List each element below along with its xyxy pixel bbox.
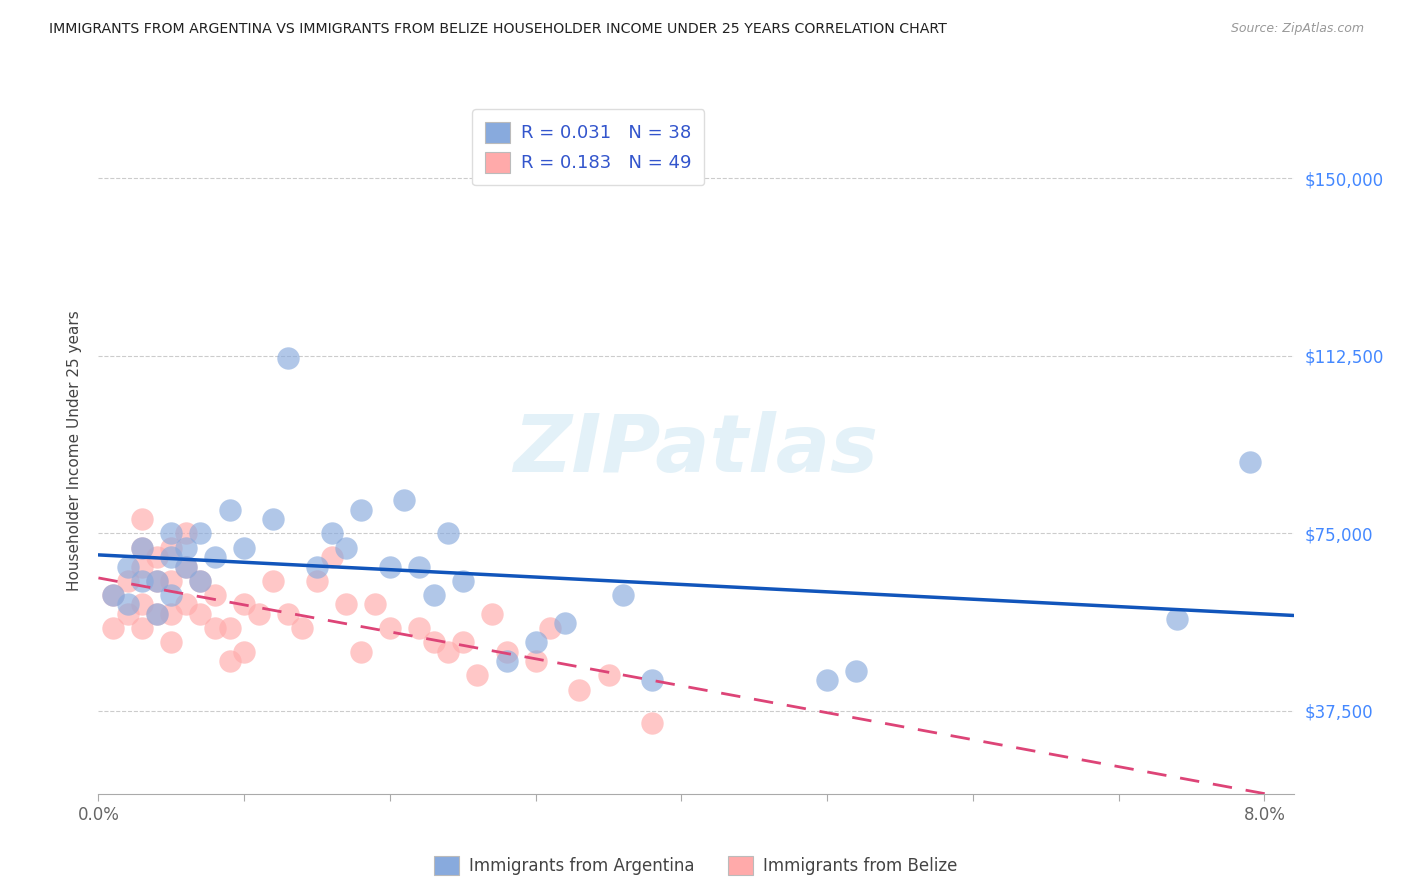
- Point: [160, 541, 183, 555]
- Point: [233, 645, 256, 659]
- Point: [815, 673, 838, 688]
- Point: [262, 574, 284, 588]
- Point: [350, 645, 373, 659]
- Point: [538, 621, 561, 635]
- Point: [568, 682, 591, 697]
- Point: [101, 588, 124, 602]
- Point: [305, 574, 328, 588]
- Point: [1166, 612, 1188, 626]
- Point: [117, 607, 139, 621]
- Point: [174, 541, 197, 555]
- Point: [321, 526, 343, 541]
- Point: [554, 616, 576, 631]
- Point: [378, 559, 401, 574]
- Point: [160, 526, 183, 541]
- Point: [524, 635, 547, 649]
- Point: [204, 549, 226, 564]
- Point: [160, 574, 183, 588]
- Point: [190, 574, 212, 588]
- Point: [218, 654, 240, 668]
- Point: [218, 502, 240, 516]
- Point: [408, 559, 430, 574]
- Point: [101, 588, 124, 602]
- Point: [437, 645, 460, 659]
- Point: [174, 526, 197, 541]
- Point: [145, 574, 167, 588]
- Point: [277, 607, 299, 621]
- Point: [262, 512, 284, 526]
- Point: [145, 607, 167, 621]
- Point: [247, 607, 270, 621]
- Point: [408, 621, 430, 635]
- Point: [117, 559, 139, 574]
- Point: [335, 541, 357, 555]
- Point: [422, 588, 444, 602]
- Point: [305, 559, 328, 574]
- Point: [437, 526, 460, 541]
- Point: [117, 574, 139, 588]
- Point: [641, 673, 664, 688]
- Point: [174, 598, 197, 612]
- Point: [160, 549, 183, 564]
- Point: [131, 559, 153, 574]
- Point: [422, 635, 444, 649]
- Point: [364, 598, 387, 612]
- Point: [160, 635, 183, 649]
- Point: [190, 574, 212, 588]
- Point: [321, 549, 343, 564]
- Point: [350, 502, 373, 516]
- Text: Source: ZipAtlas.com: Source: ZipAtlas.com: [1230, 22, 1364, 36]
- Point: [233, 598, 256, 612]
- Point: [451, 635, 474, 649]
- Point: [131, 512, 153, 526]
- Point: [204, 588, 226, 602]
- Point: [101, 621, 124, 635]
- Point: [131, 574, 153, 588]
- Point: [277, 351, 299, 365]
- Legend: Immigrants from Argentina, Immigrants from Belize: Immigrants from Argentina, Immigrants fr…: [427, 849, 965, 881]
- Y-axis label: Householder Income Under 25 years: Householder Income Under 25 years: [67, 310, 83, 591]
- Point: [145, 549, 167, 564]
- Point: [394, 493, 416, 508]
- Point: [190, 526, 212, 541]
- Point: [845, 664, 868, 678]
- Point: [467, 668, 489, 682]
- Point: [131, 541, 153, 555]
- Point: [131, 598, 153, 612]
- Point: [335, 598, 357, 612]
- Point: [131, 621, 153, 635]
- Point: [190, 607, 212, 621]
- Point: [451, 574, 474, 588]
- Point: [233, 541, 256, 555]
- Point: [1239, 455, 1261, 469]
- Point: [218, 621, 240, 635]
- Point: [495, 645, 517, 659]
- Point: [174, 559, 197, 574]
- Point: [378, 621, 401, 635]
- Point: [145, 607, 167, 621]
- Point: [174, 559, 197, 574]
- Point: [612, 588, 634, 602]
- Text: IMMIGRANTS FROM ARGENTINA VS IMMIGRANTS FROM BELIZE HOUSEHOLDER INCOME UNDER 25 : IMMIGRANTS FROM ARGENTINA VS IMMIGRANTS …: [49, 22, 948, 37]
- Point: [524, 654, 547, 668]
- Point: [160, 588, 183, 602]
- Point: [160, 607, 183, 621]
- Point: [598, 668, 620, 682]
- Point: [641, 715, 664, 730]
- Point: [204, 621, 226, 635]
- Point: [145, 574, 167, 588]
- Point: [117, 598, 139, 612]
- Point: [291, 621, 314, 635]
- Point: [481, 607, 503, 621]
- Point: [495, 654, 517, 668]
- Text: ZIPatlas: ZIPatlas: [513, 411, 879, 490]
- Point: [131, 541, 153, 555]
